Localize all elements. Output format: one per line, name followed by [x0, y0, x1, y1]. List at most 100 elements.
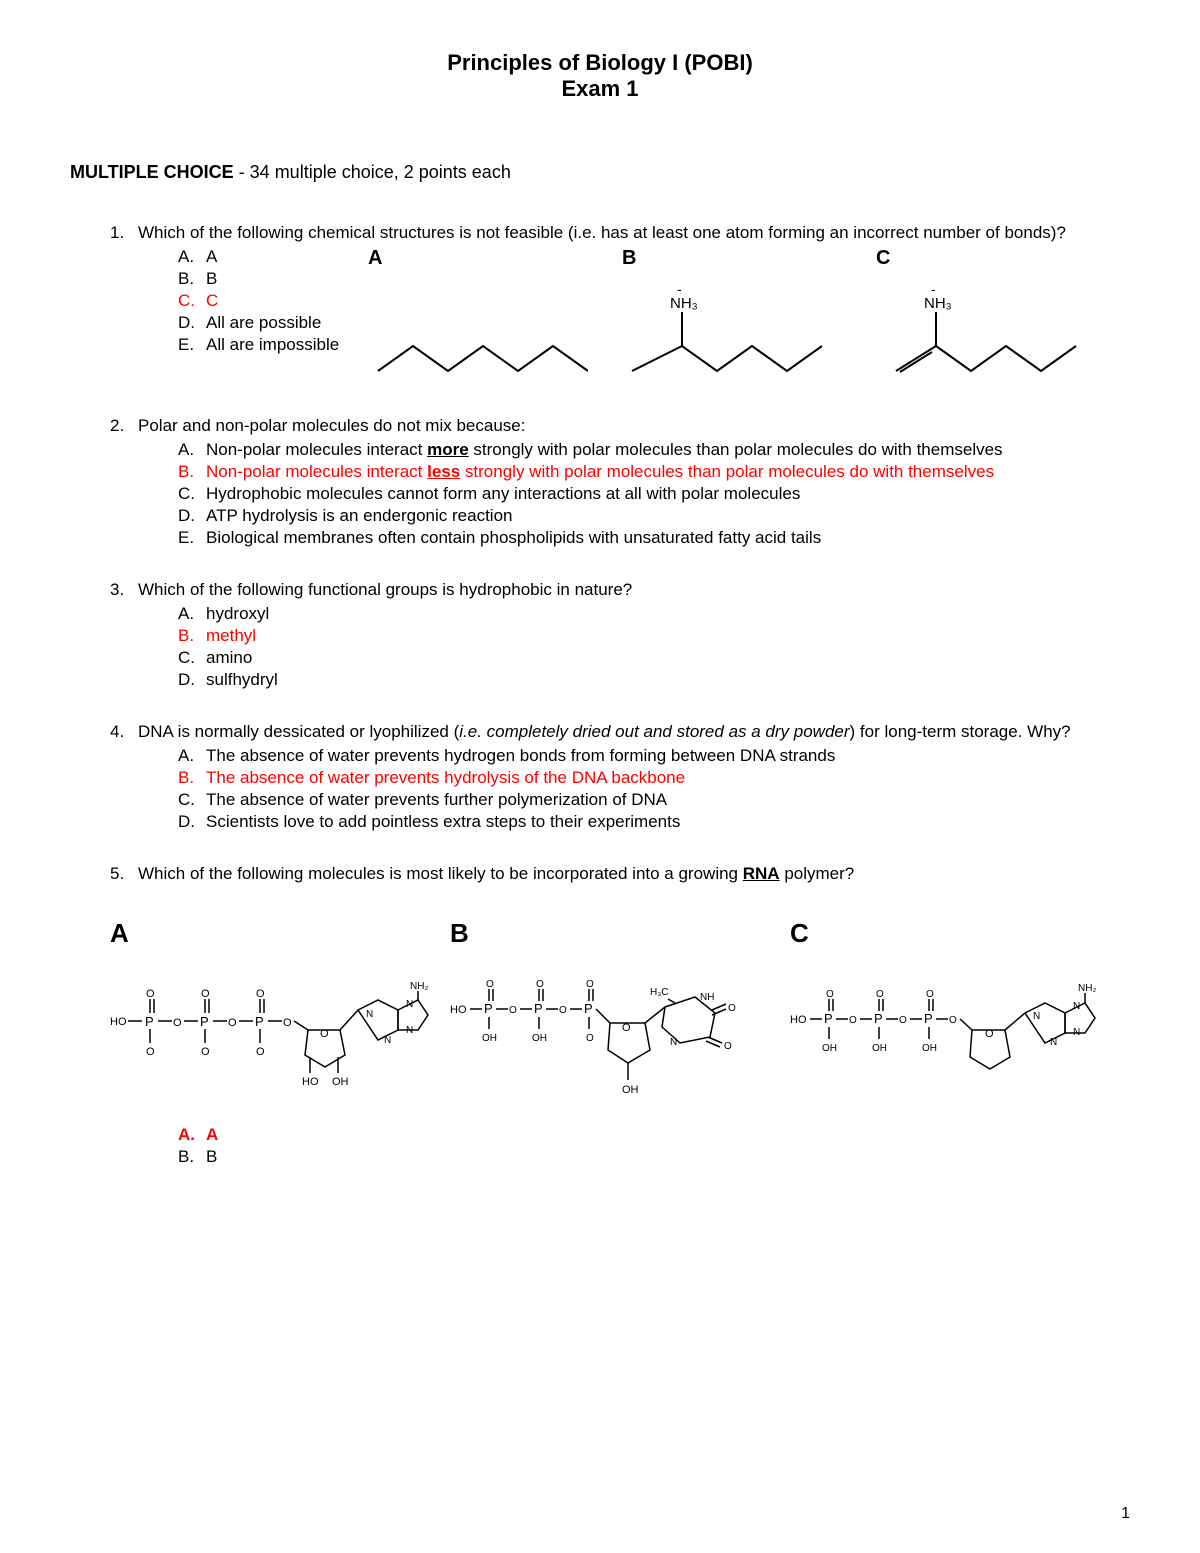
structure-c-icon: - NH₃ — [876, 276, 1096, 386]
svg-text:O: O — [926, 989, 934, 1000]
nh3-label: NH₃ — [670, 295, 698, 312]
q1-option-a: A.A — [178, 247, 368, 267]
section-label: MULTIPLE CHOICE — [70, 162, 234, 182]
svg-text:HO: HO — [110, 1016, 127, 1028]
q2-option-b: B.Non-polar molecules interact less stro… — [178, 462, 1130, 482]
title-line-1: Principles of Biology I (POBI) — [70, 50, 1130, 76]
q1-option-b: B.B — [178, 269, 368, 289]
svg-text:O: O — [509, 1005, 517, 1016]
svg-text:P: P — [924, 1011, 933, 1026]
q1-option-d: D.All are possible — [178, 313, 368, 333]
q2-text: Polar and non-polar molecules do not mix… — [138, 416, 1130, 436]
q2-number: 2. — [110, 416, 138, 550]
svg-text:O: O — [146, 988, 155, 1000]
q1-option-c: C.C — [178, 291, 368, 311]
svg-text:N: N — [384, 1035, 391, 1046]
svg-text:O: O — [201, 988, 210, 1000]
svg-text:P: P — [200, 1014, 209, 1029]
svg-text:HO: HO — [790, 1014, 807, 1026]
q2-option-e: E.Biological membranes often contain pho… — [178, 528, 1130, 548]
svg-text:N: N — [1050, 1037, 1057, 1048]
q2-option-d: D.ATP hydrolysis is an endergonic reacti… — [178, 506, 1130, 526]
q3-number: 3. — [110, 580, 138, 692]
svg-text:N: N — [1073, 1027, 1080, 1038]
svg-text:O: O — [486, 979, 494, 990]
q3-text: Which of the following functional groups… — [138, 580, 1130, 600]
q4-option-d: D.Scientists love to add pointless extra… — [178, 812, 1130, 832]
nh3-label: NH₃ — [924, 295, 952, 312]
svg-text:OH: OH — [622, 1084, 639, 1096]
svg-text:O: O — [228, 1017, 237, 1029]
q5-number: 5. — [110, 864, 138, 888]
q1-struct-b: B - NH₃ — [622, 247, 876, 386]
svg-text:NH₂: NH₂ — [410, 981, 428, 992]
q1-text: Which of the following chemical structur… — [138, 223, 1130, 243]
nucleotide-b-icon: HO P O OH O P O OH O P O O O OH — [450, 955, 750, 1115]
svg-text:P: P — [874, 1011, 883, 1026]
q5-option-b: B.B — [178, 1147, 1130, 1167]
title-line-2: Exam 1 — [70, 76, 1130, 102]
section-header: MULTIPLE CHOICE - 34 multiple choice, 2 … — [70, 162, 1130, 183]
svg-text:HO: HO — [302, 1076, 319, 1088]
q5-struct-a: A HO P O O O P O O O P O O O — [110, 918, 450, 1115]
svg-text:O: O — [256, 1046, 265, 1058]
q3-option-d: D.sulfhydryl — [178, 670, 1130, 690]
svg-text:O: O — [949, 1015, 957, 1026]
svg-text:P: P — [255, 1014, 264, 1029]
svg-text:P: P — [824, 1011, 833, 1026]
svg-text:N: N — [1073, 1001, 1080, 1012]
q4-number: 4. — [110, 722, 138, 834]
svg-text:N: N — [366, 1009, 373, 1020]
q5-struct-c: C HO P O OH O P O OH O P O OH O — [790, 918, 1130, 1115]
svg-text:O: O — [826, 989, 834, 1000]
structure-b-icon: - NH₃ — [622, 276, 842, 386]
q3-option-a: A.hydroxyl — [178, 604, 1130, 624]
q5-struct-b: B HO P O OH O P O OH O P O O O — [450, 918, 790, 1115]
svg-text:H₃C: H₃C — [650, 987, 669, 998]
svg-text:OH: OH — [332, 1076, 349, 1088]
svg-text:O: O — [622, 1022, 631, 1034]
q3-option-b: B.methyl — [178, 626, 1130, 646]
svg-text:O: O — [985, 1028, 994, 1040]
svg-text:O: O — [724, 1041, 732, 1052]
svg-text:OH: OH — [922, 1043, 937, 1054]
svg-text:O: O — [320, 1028, 329, 1040]
question-1: 1. Which of the following chemical struc… — [110, 223, 1130, 386]
svg-text:O: O — [283, 1017, 292, 1029]
page-number: 1 — [1121, 1505, 1130, 1523]
q2-option-a: A.Non-polar molecules interact more stro… — [178, 440, 1130, 460]
svg-text:OH: OH — [482, 1033, 497, 1044]
svg-text:P: P — [145, 1014, 154, 1029]
svg-text:O: O — [586, 979, 594, 990]
q1-options: A.A B.B C.C D.All are possible E.All are… — [178, 247, 368, 355]
svg-text:OH: OH — [822, 1043, 837, 1054]
section-rest: - 34 multiple choice, 2 points each — [234, 162, 511, 182]
q2-options: A.Non-polar molecules interact more stro… — [178, 440, 1130, 548]
svg-text:P: P — [534, 1001, 543, 1016]
q3-options: A.hydroxyl B.methyl C.amino D.sulfhydryl — [178, 604, 1130, 690]
svg-text:HO: HO — [450, 1004, 467, 1016]
q5-structures: A HO P O O O P O O O P O O O — [110, 918, 1130, 1115]
svg-text:O: O — [559, 1005, 567, 1016]
question-4: 4. DNA is normally dessicated or lyophil… — [110, 722, 1130, 834]
q1-struct-a: A — [368, 247, 622, 386]
q4-option-c: C.The absence of water prevents further … — [178, 790, 1130, 810]
question-3: 3. Which of the following functional gro… — [110, 580, 1130, 692]
q4-options: A.The absence of water prevents hydrogen… — [178, 746, 1130, 832]
svg-text:N: N — [670, 1037, 677, 1048]
svg-text:OH: OH — [532, 1033, 547, 1044]
svg-text:O: O — [256, 988, 265, 1000]
svg-text:OH: OH — [872, 1043, 887, 1054]
q1-option-e: E.All are impossible — [178, 335, 368, 355]
svg-text:N: N — [406, 999, 413, 1010]
question-5: 5. Which of the following molecules is m… — [110, 864, 1130, 888]
q3-option-c: C.amino — [178, 648, 1130, 668]
svg-text:P: P — [484, 1001, 493, 1016]
nucleotide-a-icon: HO P O O O P O O O P O O O — [110, 955, 430, 1105]
svg-text:P: P — [584, 1001, 593, 1016]
q1-number: 1. — [110, 223, 138, 386]
q5-options: A.A B.B — [178, 1125, 1130, 1167]
svg-text:O: O — [876, 989, 884, 1000]
nucleotide-c-icon: HO P O OH O P O OH O P O OH O O — [790, 955, 1110, 1105]
svg-text:O: O — [728, 1003, 736, 1014]
